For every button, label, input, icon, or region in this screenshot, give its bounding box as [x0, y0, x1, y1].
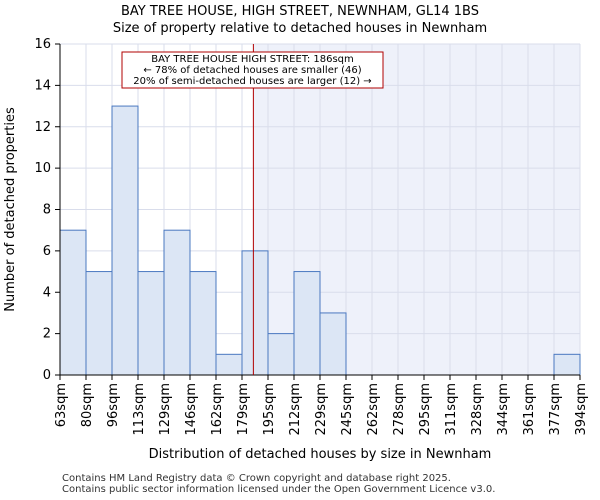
- histogram-bar: [137, 271, 165, 376]
- histogram-bar: [293, 271, 321, 376]
- y-tick-label: 0: [43, 368, 51, 383]
- histogram-bar: [163, 229, 191, 376]
- x-tick-label: 311sqm: [444, 383, 459, 436]
- x-tick-label: 195sqm: [262, 383, 277, 436]
- y-tick-label: 4: [43, 285, 51, 300]
- histogram-bar: [189, 271, 217, 376]
- histogram-bar: [267, 333, 295, 376]
- histogram-bar: [215, 353, 243, 376]
- x-tick-label: 278sqm: [392, 383, 407, 436]
- x-tick-label: 245sqm: [340, 383, 355, 436]
- x-axis-title: Distribution of detached houses by size …: [149, 447, 492, 462]
- y-tick-label: 14: [34, 78, 51, 93]
- histogram-bar: [111, 105, 139, 376]
- footer-licence: Contains public sector information licen…: [62, 484, 496, 495]
- histogram-bar: [241, 250, 269, 376]
- histogram-bar: [319, 312, 347, 376]
- footer-copyright: Contains HM Land Registry data © Crown c…: [62, 473, 451, 484]
- x-tick-label: 361sqm: [522, 383, 537, 436]
- x-tick-label: 377sqm: [548, 383, 563, 436]
- x-tick-label: 344sqm: [496, 383, 511, 436]
- x-tick-label: 146sqm: [184, 383, 199, 436]
- x-tick-label: 229sqm: [314, 383, 329, 436]
- histogram-bar: [59, 229, 87, 376]
- x-tick-label: 80sqm: [80, 383, 95, 427]
- y-tick-label: 10: [34, 161, 51, 176]
- x-tick-label: 394sqm: [574, 383, 589, 436]
- x-tick-label: 63sqm: [54, 383, 69, 427]
- histogram-bar: [553, 353, 581, 376]
- x-tick-label: 113sqm: [132, 383, 147, 436]
- annotation-line2: ← 78% of detached houses are smaller (46…: [143, 65, 361, 76]
- histogram-bar: [85, 271, 113, 376]
- y-tick-label: 6: [43, 244, 51, 259]
- x-tick-label: 328sqm: [470, 383, 485, 436]
- y-tick-label: 2: [43, 327, 51, 342]
- y-axis-title: Number of detached properties: [3, 107, 18, 312]
- x-tick-label: 262sqm: [366, 383, 381, 436]
- x-tick-label: 295sqm: [418, 383, 433, 436]
- annotation-line3: 20% of semi-detached houses are larger (…: [133, 76, 371, 87]
- x-tick-label: 179sqm: [236, 383, 251, 436]
- x-tick-label: 162sqm: [210, 383, 225, 436]
- x-tick-label: 96sqm: [106, 383, 121, 427]
- x-tick-label: 129sqm: [158, 383, 173, 436]
- y-tick-label: 8: [43, 203, 51, 218]
- annotation-line1: BAY TREE HOUSE HIGH STREET: 186sqm: [151, 54, 354, 65]
- annotation-box: [121, 51, 384, 89]
- chart-title-line1: BAY TREE HOUSE, HIGH STREET, NEWNHAM, GL…: [121, 4, 479, 19]
- y-tick-label: 16: [34, 37, 51, 52]
- y-tick-label: 12: [34, 120, 51, 135]
- chart-title-line2: Size of property relative to detached ho…: [112, 21, 488, 36]
- x-tick-label: 212sqm: [288, 383, 303, 436]
